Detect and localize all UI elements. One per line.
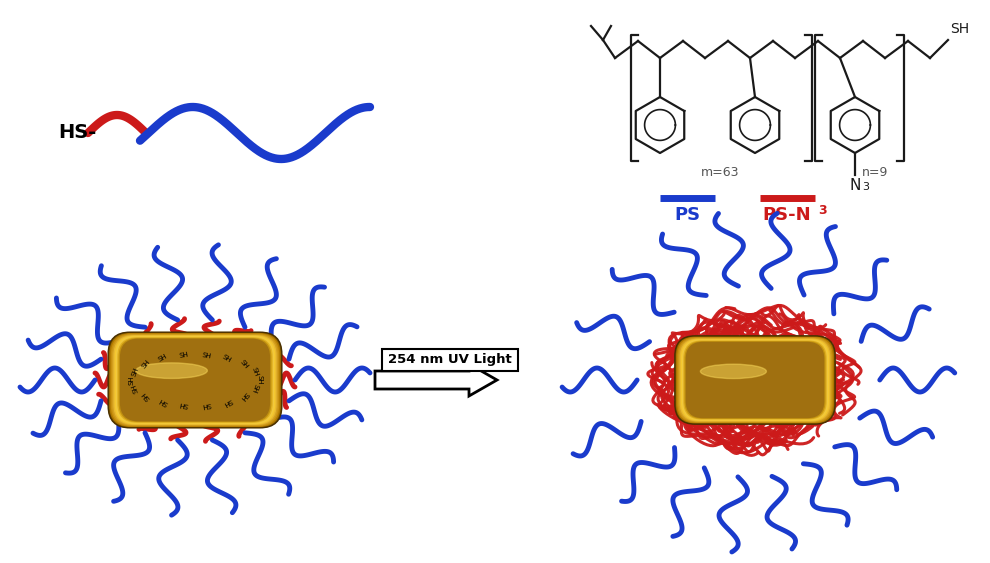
FancyBboxPatch shape [684, 341, 826, 419]
Text: SH: SH [157, 354, 168, 363]
Text: 3: 3 [862, 182, 869, 192]
Text: SH: SH [239, 358, 249, 369]
FancyBboxPatch shape [115, 336, 275, 425]
Text: SH: SH [950, 22, 969, 36]
Text: N: N [849, 178, 860, 193]
Text: SH: SH [157, 397, 168, 406]
Text: SH: SH [141, 391, 151, 401]
Text: PS-N: PS-N [762, 206, 812, 224]
Text: HS-: HS- [58, 123, 96, 142]
FancyBboxPatch shape [683, 341, 827, 419]
FancyBboxPatch shape [680, 338, 831, 422]
FancyBboxPatch shape [119, 338, 271, 422]
FancyBboxPatch shape [686, 342, 825, 418]
Ellipse shape [700, 364, 766, 378]
FancyBboxPatch shape [117, 337, 272, 423]
FancyBboxPatch shape [112, 334, 278, 426]
FancyBboxPatch shape [678, 338, 832, 422]
Text: SH: SH [222, 354, 233, 363]
Text: SH: SH [131, 383, 140, 394]
Text: SH: SH [222, 397, 233, 406]
FancyBboxPatch shape [676, 337, 834, 423]
Text: SH: SH [128, 375, 134, 385]
FancyBboxPatch shape [677, 337, 833, 423]
Text: n=9: n=9 [862, 166, 888, 179]
Text: 3: 3 [818, 204, 827, 217]
Text: SH: SH [250, 383, 259, 394]
FancyBboxPatch shape [114, 335, 276, 425]
Text: SH: SH [201, 401, 212, 408]
FancyBboxPatch shape [675, 336, 836, 424]
Text: 254 nm UV Light: 254 nm UV Light [388, 354, 512, 367]
FancyBboxPatch shape [675, 336, 836, 424]
FancyArrow shape [375, 364, 497, 396]
Text: SH: SH [178, 401, 189, 408]
FancyBboxPatch shape [108, 332, 282, 428]
FancyBboxPatch shape [382, 349, 518, 371]
Text: PS: PS [674, 206, 700, 224]
Text: SH: SH [141, 358, 151, 369]
Text: SH: SH [239, 391, 249, 401]
Text: SH: SH [178, 351, 189, 359]
Text: SH: SH [201, 351, 212, 359]
FancyBboxPatch shape [108, 332, 282, 428]
Text: SH: SH [250, 366, 259, 377]
Ellipse shape [136, 363, 207, 378]
Text: m=63: m=63 [701, 166, 740, 179]
FancyBboxPatch shape [120, 338, 270, 421]
Text: SH: SH [131, 366, 140, 377]
FancyBboxPatch shape [681, 339, 830, 421]
FancyBboxPatch shape [682, 340, 828, 420]
Text: SH: SH [256, 375, 262, 385]
FancyBboxPatch shape [111, 334, 279, 426]
FancyBboxPatch shape [110, 333, 280, 427]
FancyBboxPatch shape [116, 337, 274, 423]
